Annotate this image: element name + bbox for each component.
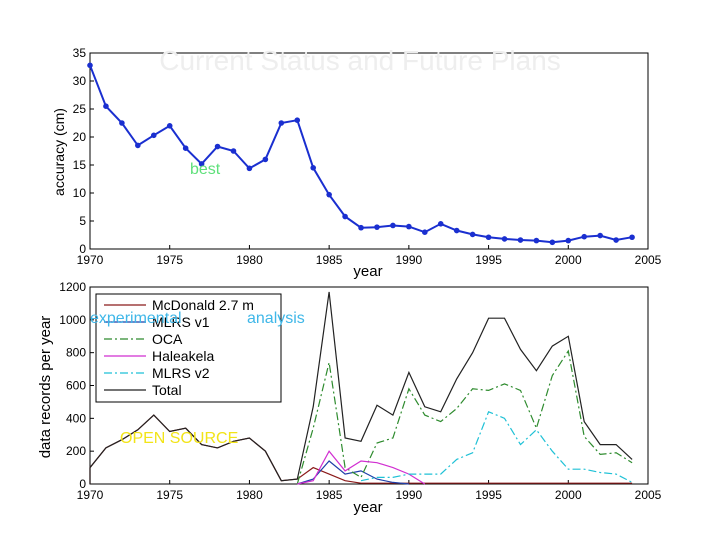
y-tick-label: 20 <box>73 130 87 144</box>
accuracy-point <box>437 221 444 227</box>
accuracy-x-axis-label: year <box>353 263 382 280</box>
accuracy-point <box>246 165 253 172</box>
records-y-axis-label: data records per year <box>37 316 54 459</box>
accuracy-series <box>87 62 635 246</box>
x-tick-label: 1985 <box>316 488 343 502</box>
records-y-ticks: 0 200 400 600 800 1000 1200 <box>59 280 94 491</box>
accuracy-y-axis-label: accuracy (cm) <box>51 108 67 196</box>
legend-label: MLRS v1 <box>152 314 210 330</box>
accuracy-point <box>549 239 556 246</box>
accuracy-point <box>469 231 476 238</box>
analysis-label: analysis <box>247 310 305 327</box>
accuracy-point <box>87 62 93 69</box>
series-line-total <box>89 291 633 484</box>
accuracy-chart: 1970 1975 1980 1985 1990 1995 2000 2005 0 5 10 15 2… <box>51 46 662 280</box>
y-tick-label: 15 <box>73 158 87 172</box>
y-tick-label: 0 <box>79 477 86 491</box>
legend-label: MLRS v2 <box>152 365 210 381</box>
accuracy-y-ticks: 0 5 10 15 20 25 30 35 <box>73 46 94 256</box>
x-tick-label: 1980 <box>236 488 263 502</box>
y-tick-label: 30 <box>73 74 87 88</box>
y-tick-label: 5 <box>79 214 86 228</box>
slide-title: Current Status and Future Plans <box>159 45 561 76</box>
x-tick-label: 2005 <box>635 253 662 267</box>
records-x-axis-label: year <box>353 499 382 516</box>
x-tick-label: 1980 <box>236 253 263 267</box>
accuracy-point <box>214 143 221 150</box>
accuracy-point <box>198 161 205 167</box>
experimental-label: experimental <box>90 310 182 327</box>
y-tick-label: 200 <box>66 444 86 458</box>
accuracy-point <box>326 191 332 198</box>
legend-label: McDonald 2.7 m <box>152 297 254 313</box>
y-tick-label: 35 <box>73 46 87 60</box>
accuracy-point <box>166 123 173 129</box>
y-tick-label: 800 <box>66 346 86 360</box>
accuracy-plot-frame <box>89 52 649 250</box>
accuracy-point <box>358 224 364 231</box>
legend-label: Haleakela <box>152 348 214 364</box>
accuracy-point <box>629 234 635 241</box>
accuracy-point <box>374 224 380 230</box>
accuracy-point <box>533 237 540 244</box>
accuracy-point <box>613 237 619 243</box>
x-tick-label: 1995 <box>475 488 502 502</box>
x-tick-label: 1990 <box>396 253 423 267</box>
accuracy-point <box>501 236 508 242</box>
x-tick-label: 1975 <box>156 488 183 502</box>
y-tick-label: 25 <box>73 102 87 116</box>
y-tick-label: 10 <box>73 186 87 200</box>
legend-box <box>95 293 282 403</box>
open-source-label: OPEN SOURCE <box>120 430 238 447</box>
accuracy-point <box>485 234 492 241</box>
accuracy-point <box>262 156 269 163</box>
best-label: best <box>190 161 221 178</box>
series-line-oca <box>296 349 633 485</box>
x-tick-label: 2000 <box>555 488 582 502</box>
accuracy-point <box>294 117 301 123</box>
x-tick-label: 1995 <box>475 253 502 267</box>
legend-label: Total <box>152 382 182 398</box>
accuracy-point <box>517 237 524 243</box>
accuracy-point <box>597 232 603 239</box>
y-tick-label: 600 <box>66 379 86 393</box>
accuracy-point <box>342 213 348 220</box>
accuracy-point <box>119 120 125 126</box>
accuracy-point <box>453 227 460 234</box>
accuracy-point <box>581 233 588 240</box>
accuracy-point <box>278 120 285 126</box>
x-tick-label: 1975 <box>156 253 183 267</box>
y-tick-label: 400 <box>66 411 86 425</box>
x-tick-label: 1970 <box>77 253 104 267</box>
accuracy-point <box>422 229 428 235</box>
accuracy-point <box>310 165 317 171</box>
series-line-mlrs-v2 <box>360 411 633 483</box>
accuracy-point <box>230 148 237 154</box>
accuracy-x-ticks: 1970 1975 1980 1985 1990 1995 2000 2005 <box>77 245 662 267</box>
x-tick-label: 1970 <box>77 488 104 502</box>
x-tick-label: 2005 <box>635 488 662 502</box>
accuracy-point <box>135 142 141 149</box>
legend-label: OCA <box>152 331 183 347</box>
series-line-haleakela <box>297 450 426 485</box>
records-series <box>89 291 633 485</box>
x-tick-label: 1985 <box>316 253 343 267</box>
accuracy-point <box>390 222 396 229</box>
x-tick-label: 1990 <box>396 488 423 502</box>
accuracy-point <box>103 103 109 109</box>
data-records-chart: 1970 1975 1980 1985 1990 1995 2000 2005 0 200 400… <box>37 280 662 516</box>
y-tick-label: 0 <box>79 242 86 256</box>
accuracy-point <box>565 237 572 244</box>
accuracy-point <box>150 132 157 139</box>
y-tick-label: 1200 <box>59 280 86 294</box>
accuracy-point <box>182 145 189 151</box>
accuracy-point <box>406 223 412 230</box>
y-tick-label: 1000 <box>59 313 86 327</box>
x-tick-label: 2000 <box>555 253 582 267</box>
